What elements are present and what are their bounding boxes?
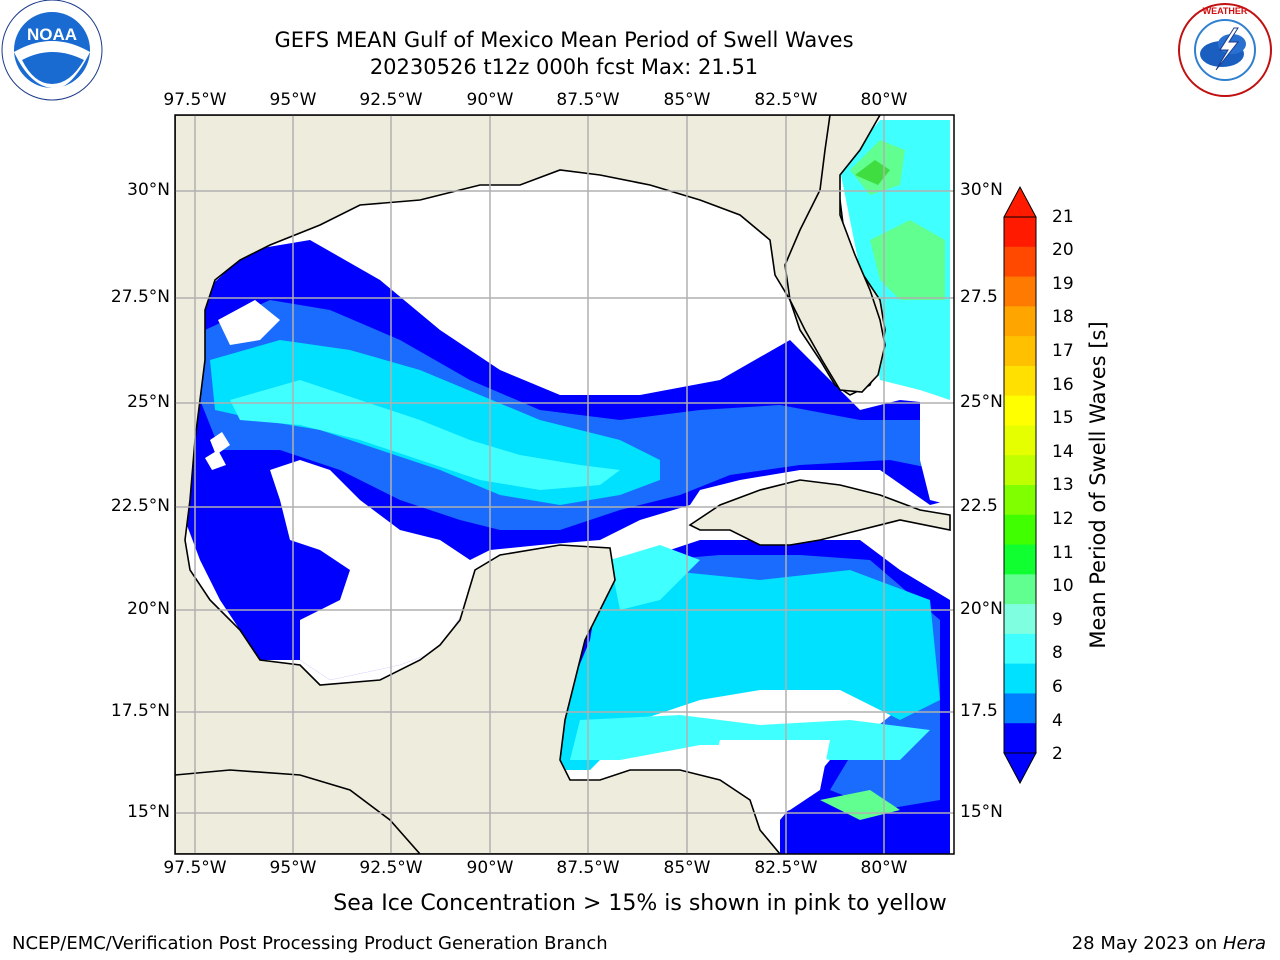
lon-label-top: 92.5°W <box>359 90 423 110</box>
colorbar-tick: 14 <box>1052 442 1074 462</box>
colorbar-tick: 8 <box>1052 643 1063 663</box>
colorbar-tick: 12 <box>1052 509 1074 529</box>
lon-label-bottom: 85°W <box>663 858 711 878</box>
lat-label-left: 20°N <box>127 599 170 619</box>
lat-label-right: 20°N <box>960 599 1003 619</box>
lat-label-right: 25°N <box>960 392 1003 412</box>
colorbar-segment <box>1004 455 1036 486</box>
lat-label-right: 17.5 <box>960 701 998 721</box>
colorbar-tick: 15 <box>1052 408 1074 428</box>
colorbar-tick: 16 <box>1052 375 1074 395</box>
colorbar-segment <box>1004 574 1036 605</box>
colorbar-segment <box>1004 246 1036 278</box>
lon-label-top: 82.5°W <box>754 90 818 110</box>
colorbar-tick: 6 <box>1052 677 1063 697</box>
colorbar-segment <box>1004 693 1036 724</box>
lat-label-left: 15°N <box>127 802 170 822</box>
landmass <box>175 115 951 854</box>
footer-date: 28 May 2023 on Hera <box>1072 933 1266 954</box>
swell-field-10-11s <box>855 160 890 185</box>
colorbar-segment <box>1004 633 1036 665</box>
sea-ice-note: Sea Ice Concentration > 15% is shown in … <box>333 891 947 916</box>
colorbar-tick: 10 <box>1052 576 1074 596</box>
colorbar-segment <box>1004 514 1036 546</box>
lat-label-right: 22.5 <box>960 496 998 516</box>
lon-label-bottom: 87.5°W <box>556 858 620 878</box>
lat-label-right: 30°N <box>960 180 1003 200</box>
colorbar-segment <box>1004 365 1036 397</box>
colorbar-segment <box>1004 276 1036 307</box>
footer-host: Hera <box>1222 933 1266 954</box>
footer-date-text: 28 May 2023 on <box>1071 933 1223 954</box>
colorbar-segment <box>1004 544 1036 575</box>
lon-label-top: 90°W <box>466 90 514 110</box>
lon-label-bottom: 95°W <box>269 858 317 878</box>
colorbar-tick: 11 <box>1052 543 1074 563</box>
lat-label-left: 22.5°N <box>110 496 170 516</box>
lon-label-bottom: 90°W <box>466 858 514 878</box>
colorbar-segment <box>1004 604 1036 635</box>
lon-label-bottom: 82.5°W <box>754 858 818 878</box>
colorbar <box>1003 185 1037 785</box>
svg-text:NOAA: NOAA <box>27 25 77 44</box>
colorbar-tick: 2 <box>1052 744 1063 764</box>
colorbar-extend-bottom <box>1003 752 1037 785</box>
graticule <box>175 115 954 854</box>
lat-label-left: 17.5°N <box>110 701 170 721</box>
lat-label-right: 15°N <box>960 802 1003 822</box>
colorbar-tick: 9 <box>1052 610 1063 630</box>
colorbar-segment <box>1004 663 1036 694</box>
map-frame <box>174 114 955 855</box>
colorbar-tick: 4 <box>1052 711 1063 731</box>
colorbar-label: Mean Period of Swell Waves [s] <box>1086 321 1110 649</box>
colorbar-tick: 21 <box>1052 207 1074 227</box>
lon-label-top: 95°W <box>269 90 317 110</box>
florida-land <box>784 115 886 393</box>
colorbar-tick: 20 <box>1052 240 1074 260</box>
lon-label-top: 80°W <box>860 90 908 110</box>
colorbar-segment <box>1004 425 1036 456</box>
colorbar-segment <box>1004 485 1036 516</box>
lat-label-right: 27.5 <box>960 287 998 307</box>
plot-title-line1: GEFS MEAN Gulf of Mexico Mean Period of … <box>274 28 854 52</box>
colorbar-extend-top <box>1003 185 1037 218</box>
colorbar-tick: 18 <box>1052 307 1074 327</box>
plot-title-line2: 20230526 t12z 000h fcst Max: 21.51 <box>369 55 759 79</box>
svg-text:WEATHER: WEATHER <box>1203 6 1248 16</box>
lon-label-bottom: 92.5°W <box>359 858 423 878</box>
colorbar-segment <box>1004 306 1036 337</box>
colorbar-segment <box>1004 723 1036 754</box>
lat-label-left: 27.5°N <box>110 287 170 307</box>
lon-label-bottom: 80°W <box>860 858 908 878</box>
colorbar-tick: 19 <box>1052 274 1074 294</box>
colorbar-frame <box>1003 216 1037 754</box>
lon-label-bottom: 97.5°W <box>163 858 227 878</box>
lat-label-left: 25°N <box>127 392 170 412</box>
colorbar-segment <box>1004 395 1036 426</box>
nws-logo: WEATHER <box>1172 2 1280 112</box>
colorbar-segment <box>1004 217 1036 248</box>
footer-branch: NCEP/EMC/Verification Post Processing Pr… <box>12 933 608 954</box>
colorbar-tick: 17 <box>1052 341 1074 361</box>
colorbar-segment <box>1004 336 1036 367</box>
colorbar-tick: 13 <box>1052 475 1074 495</box>
lat-label-left: 30°N <box>127 180 170 200</box>
lon-label-top: 85°W <box>663 90 711 110</box>
lon-label-top: 97.5°W <box>163 90 227 110</box>
noaa-logo: NOAA <box>0 0 110 110</box>
lon-label-top: 87.5°W <box>556 90 620 110</box>
